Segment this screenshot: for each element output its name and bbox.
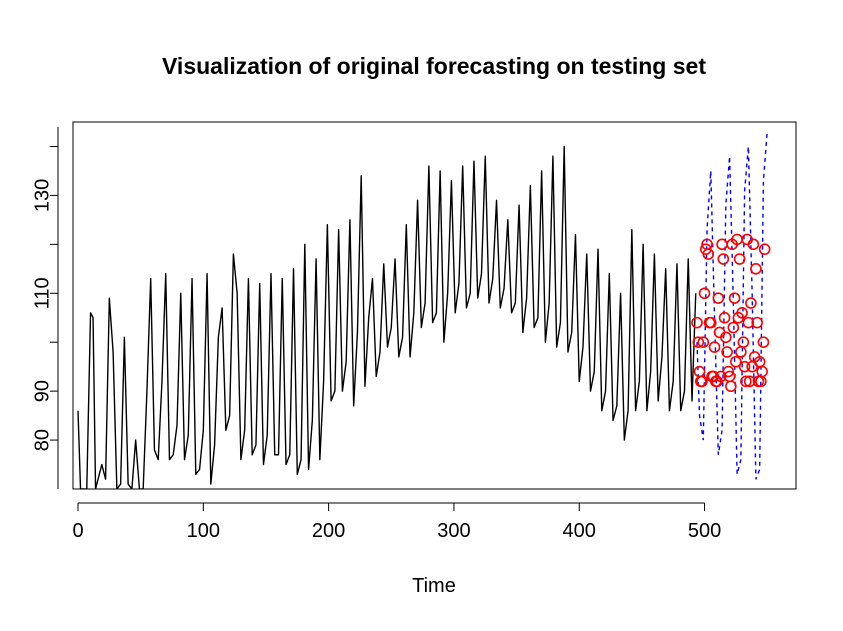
test-point-45 [747,238,760,251]
test-point-9 [702,248,715,260]
chart-title: Visualization of original forecasting on… [162,53,706,79]
y-tick-label-110: 110 [31,277,53,309]
test-point-54 [758,243,771,256]
plot-frame [72,121,797,490]
test-point-48 [751,316,763,329]
test-point-42 [743,375,756,388]
observed-series-line [77,145,697,489]
test-point-34 [733,253,746,265]
test-point-14 [708,341,721,353]
y-tick-label-130: 130 [31,179,53,212]
test-point-43 [745,297,757,309]
test-point-37 [737,336,750,349]
test-point-38 [738,360,751,373]
test-point-4 [696,375,708,388]
y-tick-label-80: 80 [31,429,53,451]
forecast-series-line [696,131,768,480]
test-point-29 [727,321,740,334]
test-point-11 [704,316,717,329]
test-point-35 [735,346,747,358]
x-tick-label-0: 0 [72,520,83,542]
test-point-17 [712,292,725,304]
test-point-25 [722,365,735,378]
test-point-52 [756,365,768,378]
test-point-23 [720,331,732,344]
test-point-30 [728,292,741,304]
test-point-0 [691,316,703,329]
test-point-47 [750,262,762,275]
test-point-2 [693,365,706,378]
test-point-31 [730,355,742,368]
x-axis-label: Time [412,575,456,597]
test-point-36 [736,307,748,319]
test-point-27 [725,380,737,393]
test-point-20 [716,238,728,251]
test-point-22 [718,311,731,324]
x-tick-label-400: 400 [563,520,596,542]
x-tick-label-200: 200 [312,520,345,542]
axis-layer: 0 100 200 300 400 500 80 90 110 130 [31,126,721,542]
x-tick-label-500: 500 [688,520,721,542]
test-point-24 [721,346,733,358]
series-layer [77,131,771,489]
x-tick-label-300: 300 [437,520,470,542]
x-tick-label-100: 100 [187,520,220,542]
test-point-53 [757,336,770,349]
test-point-21 [717,253,730,265]
test-point-39 [740,375,752,388]
test-point-1 [692,336,705,349]
y-tick-label-90: 90 [31,380,53,402]
test-point-41 [742,316,755,329]
test-point-5 [697,336,710,349]
plot-box-layer [72,121,797,490]
test-point-6 [698,287,711,300]
